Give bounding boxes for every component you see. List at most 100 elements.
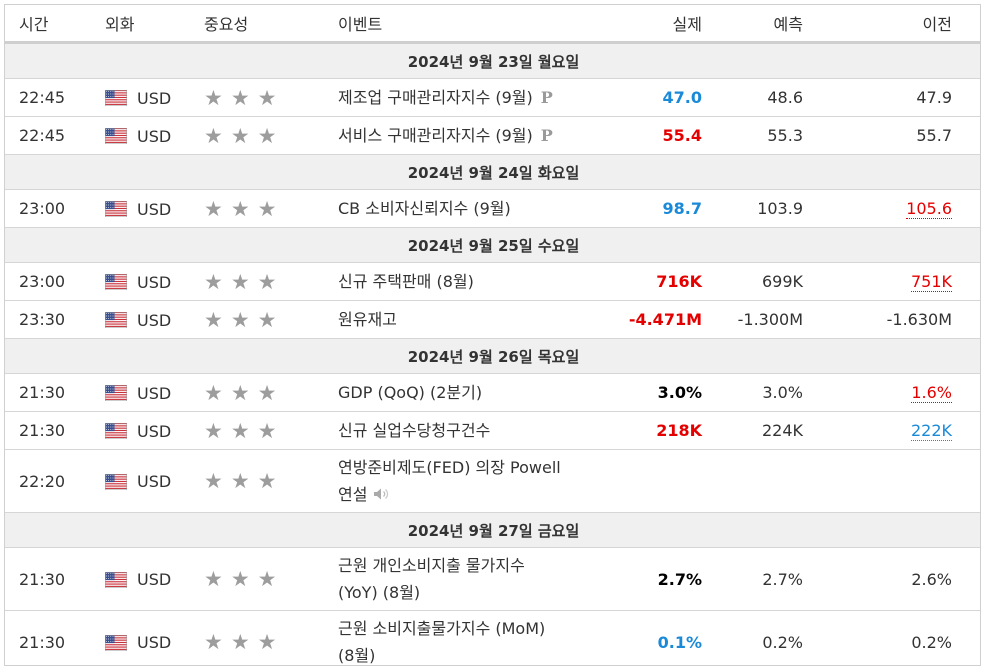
previous-text[interactable]: 105.6 [906,199,952,219]
star-icon: ★ [204,85,223,110]
us-flag-icon [105,312,127,328]
event-time: 23:00 [5,262,105,301]
event-name[interactable]: CB 소비자신뢰지수 (9월) [338,189,602,228]
event-row[interactable]: 22:20 USD ★ ★ ★ 연방준비제도(FED) 의장 Powell 연설 [5,449,980,513]
time-text: 22:20 [19,471,66,491]
currency-code: USD [137,126,172,146]
event-name-text: 원유재고 [338,310,397,329]
previous-value: 2.6% [833,547,980,611]
col-previous[interactable]: 이전 [833,5,980,44]
event-currency: USD [105,547,204,611]
col-time[interactable]: 시간 [5,5,105,44]
event-name[interactable]: 근원 개인소비지출 물가지수 (YoY) (8월) [338,547,602,611]
event-importance: ★ ★ ★ [204,373,338,412]
event-row[interactable]: 23:00 USD ★ ★ ★ CB 소비자신뢰지수 (9월) 98.7 103.9 105.6 [5,189,980,228]
speaker-icon[interactable] [373,482,391,509]
previous-text[interactable]: 222K [910,421,952,441]
event-row[interactable]: 21:30 USD ★ ★ ★ 근원 소비지출물가지수 (MoM) (8월) 0.1% 0.2%… [5,610,980,665]
forecast-value: 3.0% [732,373,833,412]
us-flag-icon [105,634,127,651]
event-name[interactable]: GDP (QoQ) (2분기) [338,373,602,412]
event-importance: ★ ★ ★ [204,189,338,228]
actual-text: -4.471M [628,310,702,329]
event-row[interactable]: 23:30 USD ★ ★ ★ 원유재고 -4.471M -1.300M -1.630M [5,300,980,339]
previous-text[interactable]: 751K [910,272,952,292]
star-icon: ★ [204,196,223,221]
event-row[interactable]: 21:30 USD ★ ★ ★ GDP (QoQ) (2분기) 3.0% 3.0% 1.6% [5,373,980,412]
star-icon: ★ [230,380,250,405]
currency-code: USD [137,88,172,108]
col-event[interactable]: 이벤트 [338,5,602,44]
event-row[interactable]: 22:45 USD ★ ★ ★ 서비스 구매관리자지수 (9월) P 55.4 55.3 55.7 [5,116,980,155]
col-actual[interactable]: 실제 [602,5,732,44]
forecast-text: 0.2% [762,632,803,652]
star-icon: ★ [204,269,223,294]
col-importance[interactable]: 중요성 [204,5,338,44]
previous-text[interactable]: 1.6% [911,383,952,403]
event-name-text: 신규 실업수당청구건수 [338,421,491,440]
previous-value: -1.630M [833,300,980,339]
star-icon: ★ [257,307,277,332]
star-icon: ★ [204,123,223,148]
currency-code: USD [137,383,172,403]
event-name[interactable]: 서비스 구매관리자지수 (9월) P [338,116,602,155]
actual-value: 0.1% [602,610,732,665]
time-text: 23:30 [19,310,66,329]
day-header-row: 2024년 9월 25일 수요일 [5,227,980,263]
event-name[interactable]: 신규 실업수당청구건수 [338,411,602,450]
time-text: 22:45 [19,88,66,107]
star-icon: ★ [204,418,223,443]
time-text: 21:30 [19,383,66,402]
event-name-line2: (YoY) (8월) [338,583,421,602]
us-flag-icon [105,571,127,588]
event-importance: ★ ★ ★ [204,449,338,513]
actual-value: 98.7 [602,189,732,228]
col-forecast[interactable]: 예측 [732,5,833,44]
star-icon: ★ [257,418,277,443]
star-icon: ★ [204,630,223,654]
previous-value: 0.2% [833,610,980,665]
time-text: 23:00 [19,199,66,218]
forecast-value [732,449,833,513]
previous-value [833,449,980,513]
event-currency: USD [105,610,204,665]
preliminary-p-icon: P [540,88,553,107]
previous-text: -1.630M [886,310,952,329]
event-name-line1: 근원 소비지출물가지수 (MoM) [338,619,546,638]
event-row[interactable]: 21:30 USD ★ ★ ★ 근원 개인소비지출 물가지수 (YoY) (8월) 2.7% 2… [5,547,980,611]
actual-text: 55.4 [662,126,702,145]
event-row[interactable]: 21:30 USD ★ ★ ★ 신규 실업수당청구건수 218K 224K 222K [5,411,980,450]
star-icon: ★ [230,269,250,294]
event-row[interactable]: 23:00 USD ★ ★ ★ 신규 주택판매 (8월) 716K 699K 751K [5,262,980,301]
event-currency: USD [105,373,204,412]
event-name[interactable]: 신규 주택판매 (8월) [338,262,602,301]
star-icon: ★ [230,85,250,110]
actual-text: 218K [656,421,702,440]
event-time: 21:30 [5,373,105,412]
calendar-table: 시간 외화 중요성 이벤트 실제 예측 이전 2024년 9월 23일 월요일 2… [5,5,980,665]
event-time: 22:45 [5,116,105,155]
event-name[interactable]: 연방준비제도(FED) 의장 Powell 연설 [338,449,602,513]
actual-value: 47.0 [602,78,732,117]
us-flag-icon [105,385,127,401]
event-name[interactable]: 근원 소비지출물가지수 (MoM) (8월) [338,610,602,665]
event-importance: ★ ★ ★ [204,300,338,339]
actual-text: 47.0 [662,88,702,107]
star-icon: ★ [230,196,250,221]
header-row: 시간 외화 중요성 이벤트 실제 예측 이전 [5,5,980,44]
event-importance: ★ ★ ★ [204,116,338,155]
actual-text: 98.7 [662,199,702,218]
col-currency[interactable]: 외화 [105,5,204,44]
event-row[interactable]: 22:45 USD ★ ★ ★ 제조업 구매관리자지수 (9월) P 47.0 48.6 47.9 [5,78,980,117]
event-name[interactable]: 원유재고 [338,300,602,339]
us-flag-icon [105,128,127,144]
star-icon: ★ [230,469,250,493]
forecast-text: -1.300M [737,310,803,329]
forecast-text: 699K [761,272,803,291]
forecast-text: 103.9 [757,199,803,218]
forecast-value: 699K [732,262,833,301]
day-label: 2024년 9월 26일 목요일 [5,338,980,374]
time-text: 23:00 [19,272,66,291]
currency-code: USD [137,272,172,292]
event-name[interactable]: 제조업 구매관리자지수 (9월) P [338,78,602,117]
